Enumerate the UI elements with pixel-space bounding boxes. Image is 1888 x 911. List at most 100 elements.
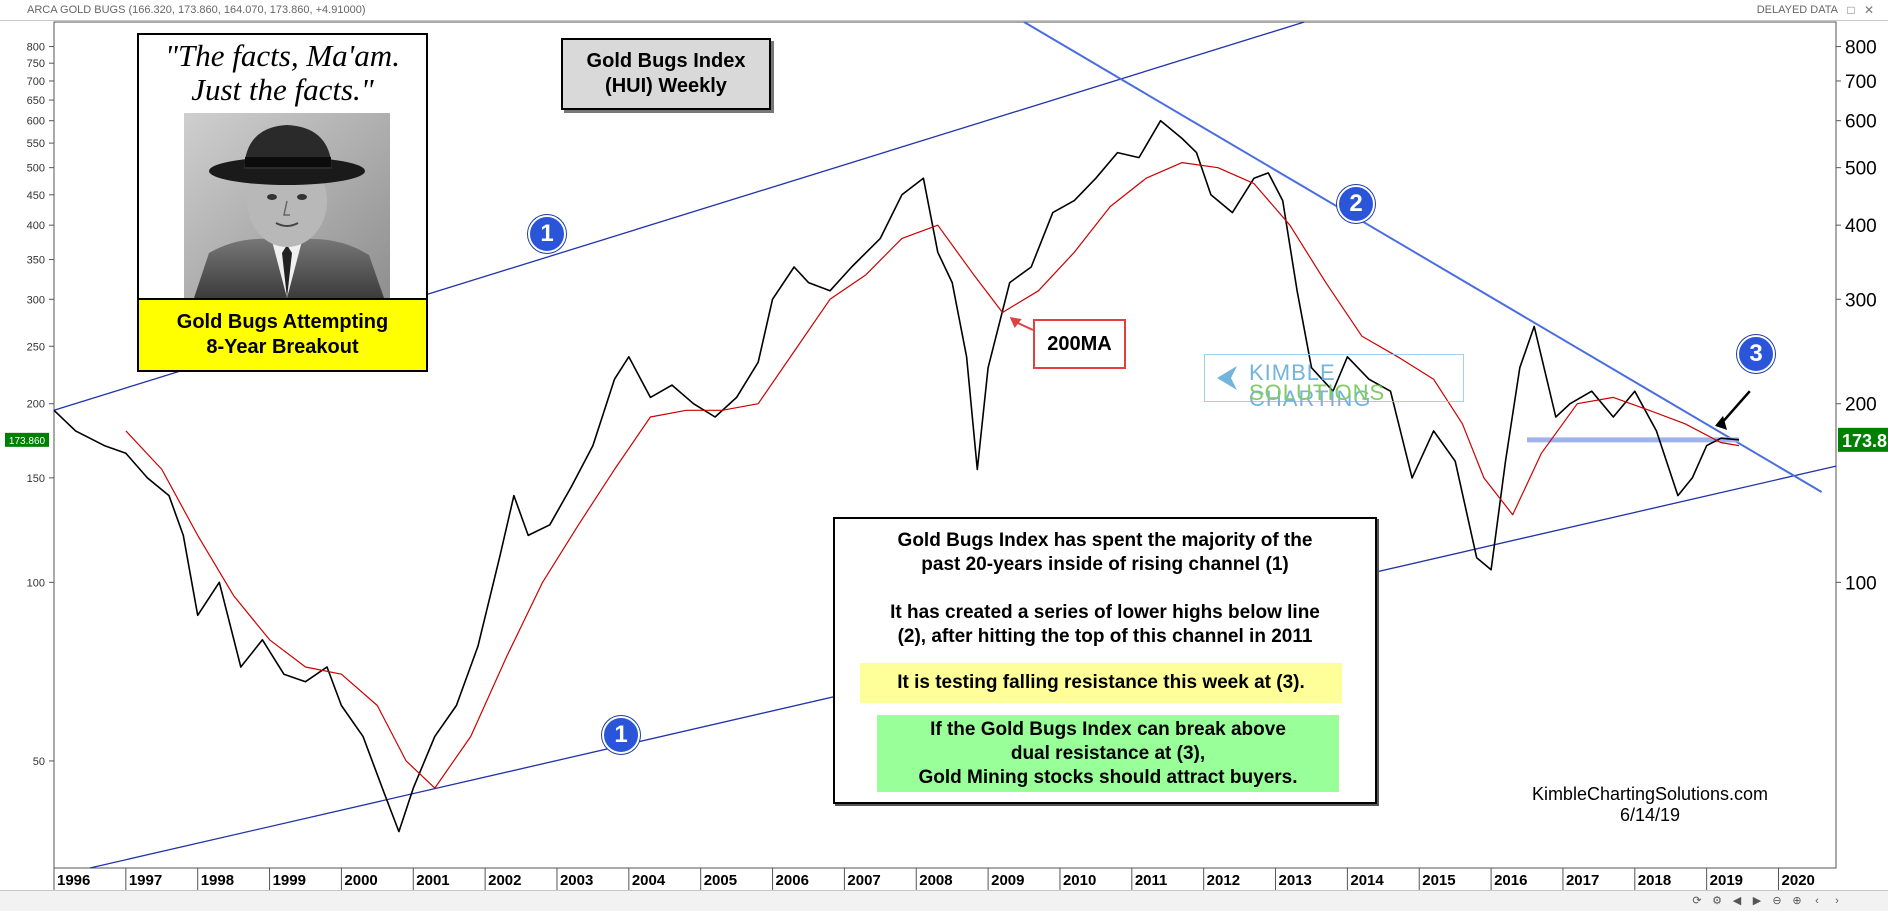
y-tick-left-label: 100 [27, 577, 45, 589]
y-tick-left-label: 750 [27, 58, 45, 70]
commentary-para-1: Gold Bugs Index has spent the majority o… [835, 529, 1375, 577]
last-value-labels: 173.860 173.8 [5, 427, 1888, 452]
refresh-icon[interactable]: ⟳ [1692, 895, 1702, 907]
x-tick-label: 2018 [1638, 872, 1671, 889]
symbol-readout: ARCA GOLD BUGS (166.320, 173.860, 164.07… [27, 4, 366, 16]
quote-panel: "The facts, Ma'am. Just the facts." [137, 33, 428, 300]
x-tick-label: 2016 [1494, 872, 1527, 889]
y-tick-right-label: 100 [1845, 573, 1877, 594]
y-tick-left-label: 650 [27, 95, 45, 107]
logo-mark-icon [1217, 366, 1237, 390]
x-tick-label: 2019 [1710, 872, 1743, 889]
commentary-line: Gold Mining stocks should attract buyers… [918, 766, 1298, 788]
watermark-line-2: SOLUTIONS [1249, 380, 1386, 405]
breakout-callout: Gold Bugs Attempting 8-Year Breakout [137, 298, 428, 372]
x-tick-label: 2009 [991, 872, 1024, 889]
chart-title: Gold Bugs Index (HUI) Weekly [561, 38, 771, 110]
credit-site: KimbleChartingSolutions.com [1531, 784, 1769, 804]
ma-callout: 200MA [1033, 319, 1126, 369]
delayed-data-label: DELAYED DATA [1756, 4, 1838, 16]
x-axis: 1996 1997 1998 1999 2000 2001 2002 2003 2004 2005… [53, 868, 1815, 890]
x-tick-label: 2011 [1135, 872, 1168, 889]
x-tick-label: 2012 [1207, 872, 1240, 889]
y-tick-right-label: 500 [1845, 159, 1877, 180]
quote-line-1: "The facts, Ma'am. [165, 38, 400, 73]
settings-icon[interactable]: ⚙ [1712, 895, 1722, 907]
marker-3-arrowhead [1715, 415, 1728, 430]
y-tick-left-label: 550 [27, 138, 45, 150]
quote-text: "The facts, Ma'am. Just the facts." [139, 39, 426, 107]
marker-1-upper: 1 [528, 215, 566, 253]
portrait-image [184, 113, 390, 298]
chart-title-line-1: Gold Bugs Index [586, 50, 746, 72]
zoom-in-icon[interactable]: ⊕ [1792, 895, 1802, 907]
series-hui-line [53, 119, 1740, 833]
y-tick-left-label: 250 [27, 341, 45, 353]
x-tick-label: 2010 [1063, 872, 1096, 889]
x-tick-label: 2020 [1782, 872, 1815, 889]
ma-callout-arrow [1015, 321, 1034, 331]
last-value-left-bg [5, 432, 49, 447]
y-axis-right: 100 200 300 400 500 600 700 800 [1836, 38, 1877, 594]
pan-right-icon[interactable]: ▶ [1752, 895, 1762, 907]
chart-header: ARCA GOLD BUGS (166.320, 173.860, 164.07… [0, 0, 1888, 21]
x-tick-label: 2005 [704, 872, 737, 889]
x-tick-label: 1999 [273, 872, 306, 889]
watermark-logo: KIMBLE CHARTING SOLUTIONS [1204, 354, 1464, 411]
y-tick-left-label: 400 [27, 220, 45, 232]
y-tick-left-label: 200 [27, 399, 45, 411]
y-tick-left-label: 300 [27, 294, 45, 306]
commentary-line: It has created a series of lower highs b… [890, 602, 1320, 623]
credit-date: 6/14/19 [1619, 805, 1681, 825]
x-tick-label: 2014 [1350, 872, 1384, 889]
pan-left-icon[interactable]: ◀ [1732, 895, 1742, 907]
last-value-right-bg [1838, 427, 1888, 452]
x-tick-label: 2003 [560, 872, 593, 889]
zoom-out-icon[interactable]: ⊖ [1772, 895, 1782, 907]
commentary-line: (2), after hitting the top of this chann… [897, 626, 1313, 647]
y-tick-right-label: 300 [1845, 290, 1877, 311]
y-tick-left-label: 800 [27, 42, 45, 54]
marker-1-lower: 1 [602, 716, 640, 754]
x-tick-label: 1996 [57, 872, 90, 889]
ma-callout-arrowhead [1009, 317, 1022, 329]
x-tick-label: 2001 [416, 872, 449, 889]
x-tick-label: 2013 [1279, 872, 1312, 889]
restore-icon[interactable]: □ [1847, 3, 1855, 17]
x-tick-label: 2004 [632, 872, 666, 889]
credit-text: KimbleChartingSolutions.com 6/14/19 [1500, 784, 1800, 826]
y-tick-left-label: 50 [33, 756, 45, 768]
commentary-highlight-green: If the Gold Bugs Index can break above d… [877, 715, 1339, 792]
quote-line-2: Just the facts." [191, 72, 374, 107]
x-tick-label: 2008 [919, 872, 952, 889]
commentary-para-2: It has created a series of lower highs b… [835, 601, 1375, 649]
x-tick-label: 2000 [344, 872, 377, 889]
falling-resistance-line [1023, 21, 1823, 493]
x-tick-label: 2015 [1422, 872, 1455, 889]
y-tick-right-label: 200 [1845, 395, 1877, 416]
y-tick-left-label: 350 [27, 255, 45, 267]
x-tick-label: 2017 [1566, 872, 1599, 889]
y-tick-right-label: 600 [1845, 112, 1877, 133]
breakout-line-1: Gold Bugs Attempting [176, 311, 389, 333]
y-tick-left-label: 600 [27, 116, 45, 128]
close-icon[interactable]: ✕ [1863, 3, 1875, 17]
x-tick-label: 2006 [776, 872, 809, 889]
commentary-line: Gold Bugs Index has spent the majority o… [897, 530, 1313, 551]
marker-3-arrow [1720, 390, 1751, 425]
commentary-box: Gold Bugs Index has spent the majority o… [833, 517, 1377, 804]
marker-2: 2 [1337, 185, 1375, 223]
y-axis-left: 50 100 150 200 250 300 350 400 450 500 550 600 650 70… [27, 42, 54, 768]
y-tick-left-label: 700 [27, 76, 45, 88]
commentary-line: dual resistance at (3), [1010, 742, 1206, 764]
watermark-line-1: KIMBLE CHARTING [1249, 360, 1372, 411]
scroll-right-icon[interactable]: › [1835, 895, 1839, 907]
y-tick-left-label: 450 [27, 190, 45, 202]
commentary-line: If the Gold Bugs Index can break above [930, 718, 1286, 740]
last-value-left: 173.860 [9, 436, 46, 447]
marker-3: 3 [1737, 335, 1775, 373]
x-tick-label: 1997 [129, 872, 162, 889]
y-tick-right-label: 800 [1845, 38, 1877, 59]
breakout-line-2: 8-Year Breakout [206, 336, 359, 358]
scroll-left-icon[interactable]: ‹ [1815, 895, 1819, 907]
